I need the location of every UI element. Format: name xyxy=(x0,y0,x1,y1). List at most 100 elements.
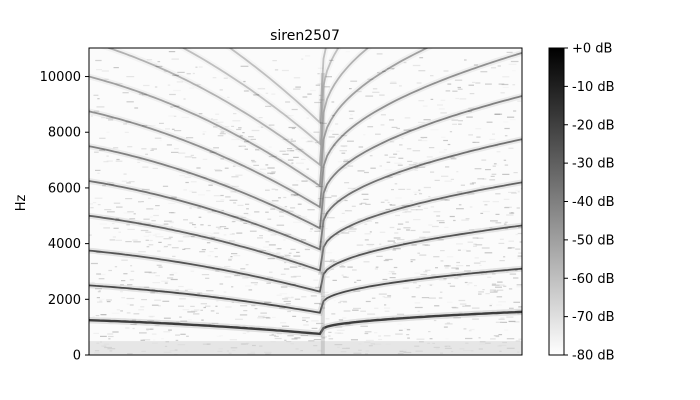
noise-speck xyxy=(180,333,186,335)
noise-speck xyxy=(280,286,288,288)
noise-speck xyxy=(155,236,164,238)
noise-speck xyxy=(445,90,451,92)
noise-speck xyxy=(474,257,479,259)
noise-speck xyxy=(468,282,473,284)
noise-speck xyxy=(281,325,288,327)
noise-speck xyxy=(254,327,258,329)
noise-speck xyxy=(146,208,154,210)
noise-speck xyxy=(451,267,459,269)
noise-speck xyxy=(324,260,333,262)
noise-speck xyxy=(275,189,279,191)
noise-speck xyxy=(507,116,515,118)
noise-speck xyxy=(482,289,485,291)
noise-speck xyxy=(474,227,481,229)
noise-speck xyxy=(95,59,102,62)
noise-speck xyxy=(120,284,124,286)
noise-speck xyxy=(401,137,404,140)
noise-speck xyxy=(153,214,159,217)
noise-speck xyxy=(428,147,435,149)
noise-speck xyxy=(347,266,353,268)
noise-speck xyxy=(296,180,300,182)
noise-speck xyxy=(171,58,179,60)
noise-speck xyxy=(258,117,263,119)
noise-speck xyxy=(478,291,484,293)
noise-speck xyxy=(219,226,227,228)
noise-speck xyxy=(177,240,184,242)
noise-speck xyxy=(394,232,399,234)
noise-speck xyxy=(339,150,347,152)
noise-speck xyxy=(276,224,285,226)
noise-speck xyxy=(194,226,197,228)
noise-speck xyxy=(94,197,103,199)
noise-speck xyxy=(500,317,505,319)
noise-speck xyxy=(506,51,513,53)
noise-speck xyxy=(171,247,179,249)
noise-speck xyxy=(159,139,162,142)
noise-speck xyxy=(396,150,400,152)
noise-speck xyxy=(206,190,211,192)
noise-speck xyxy=(296,251,300,253)
noise-speck xyxy=(189,207,192,209)
noise-speck xyxy=(287,148,293,150)
noise-speck xyxy=(382,70,386,72)
noise-speck xyxy=(477,178,485,180)
noise-speck xyxy=(458,299,466,302)
noise-speck xyxy=(126,224,130,226)
noise-speck xyxy=(149,239,153,242)
noise-speck xyxy=(155,275,160,277)
noise-speck xyxy=(328,335,331,337)
noise-speck xyxy=(288,126,297,129)
noise-speck xyxy=(163,317,171,319)
noise-speck xyxy=(90,207,94,209)
noise-speck xyxy=(512,70,516,72)
noise-speck xyxy=(309,230,312,232)
noise-speck xyxy=(372,88,378,90)
noise-speck xyxy=(304,248,309,250)
noise-speck xyxy=(301,58,304,60)
noise-speck xyxy=(240,65,249,67)
noise-speck xyxy=(235,301,240,303)
noise-speck xyxy=(216,335,221,337)
noise-speck xyxy=(418,100,425,102)
noise-speck xyxy=(371,297,376,299)
noise-speck xyxy=(269,155,277,158)
noise-speck xyxy=(263,315,267,317)
noise-speck xyxy=(192,224,196,226)
noise-speck xyxy=(127,228,135,230)
noise-speck xyxy=(307,93,312,95)
noise-speck xyxy=(334,326,343,328)
noise-speck xyxy=(413,191,421,193)
noise-speck xyxy=(325,76,332,78)
harmonic-band xyxy=(89,138,522,251)
noise-speck xyxy=(224,227,229,230)
noise-speck xyxy=(444,265,450,267)
noise-speck xyxy=(168,202,176,204)
noise-speck xyxy=(240,224,244,226)
noise-speck xyxy=(243,80,246,83)
noise-speck xyxy=(279,307,286,309)
noise-speck xyxy=(258,315,265,317)
noise-speck xyxy=(291,108,298,111)
noise-speck xyxy=(504,164,509,166)
noise-speck xyxy=(389,156,396,158)
noise-speck xyxy=(429,338,433,340)
noise-speck xyxy=(139,332,147,334)
noise-speck xyxy=(248,136,254,138)
noise-speck xyxy=(364,331,372,333)
noise-speck xyxy=(224,266,231,268)
noise-speck xyxy=(490,175,495,177)
noise-speck xyxy=(367,78,374,80)
noise-speck xyxy=(290,207,296,209)
noise-speck xyxy=(254,308,258,310)
noise-speck xyxy=(467,193,475,195)
noise-speck xyxy=(324,196,332,199)
noise-speck xyxy=(92,316,95,318)
noise-speck xyxy=(496,296,503,298)
noise-speck xyxy=(407,160,413,162)
noise-speck xyxy=(274,337,282,340)
noise-speck xyxy=(449,215,455,218)
noise-speck xyxy=(433,256,440,258)
noise-speck xyxy=(441,175,449,177)
noise-speck xyxy=(364,239,369,241)
noise-speck xyxy=(411,296,416,298)
